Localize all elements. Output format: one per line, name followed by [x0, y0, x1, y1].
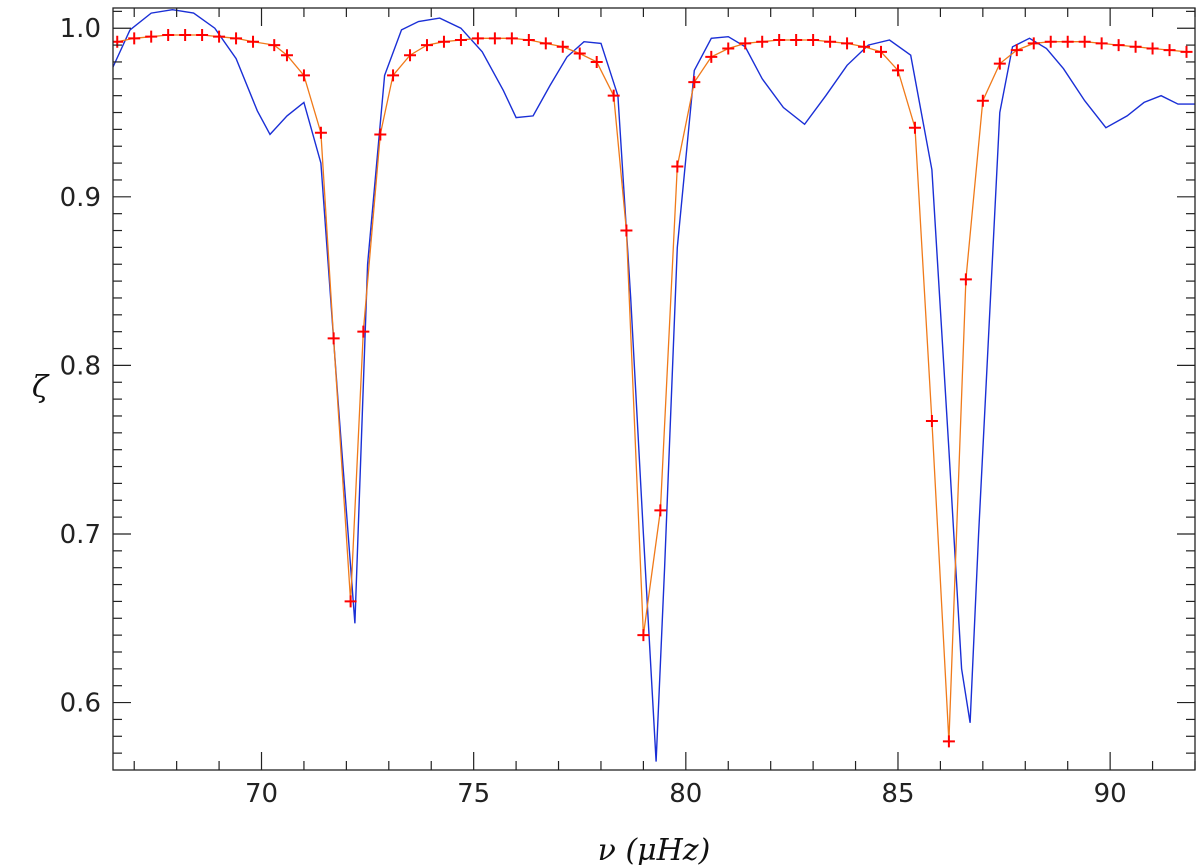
fit-point-marker	[1146, 42, 1159, 55]
labels-layer: 70 75 80 85 90 0.6 0.7 0.8 0.9 1.0	[60, 14, 1127, 809]
fit-point-marker	[213, 30, 226, 43]
fit-point-marker	[858, 40, 871, 53]
fit-point-marker	[280, 49, 293, 62]
fit-point-marker	[756, 35, 769, 48]
y-tick-label: 0.6	[60, 689, 101, 719]
plot-frame	[112, 7, 1196, 771]
fit-point-marker	[556, 40, 569, 53]
y-tick-label: 0.7	[60, 520, 101, 550]
fit-point-marker	[145, 30, 158, 43]
x-tick-label: 80	[669, 779, 702, 809]
y-tick-label: 1.0	[60, 14, 101, 44]
fit-point-marker	[875, 45, 888, 58]
fit-point-marker	[607, 89, 620, 102]
fit-point-marker	[454, 34, 467, 47]
fit-point-marker	[196, 28, 209, 41]
fit-point-marker	[942, 735, 955, 748]
y-tick-label: 0.9	[60, 183, 101, 213]
fit-point-marker	[1061, 35, 1074, 48]
x-axis-title: ν (μHz)	[598, 833, 711, 865]
fit-point-marker	[162, 28, 175, 41]
fit-point-marker	[705, 50, 718, 63]
fit-point-marker	[637, 629, 650, 642]
fit-point-marker	[230, 32, 243, 45]
fit-point-marker	[688, 76, 701, 89]
fit-point-marker	[824, 35, 837, 48]
fit-point-marker	[522, 34, 535, 47]
x-tick-label: 90	[1094, 779, 1127, 809]
fit-point-marker	[1078, 35, 1091, 48]
fit-point-marker	[1163, 44, 1176, 57]
fit-point-marker	[314, 126, 327, 139]
x-tick-label: 75	[457, 779, 490, 809]
fit-point-marker	[959, 273, 972, 286]
y-axis-title: ζ	[32, 370, 50, 405]
fit-point-marker	[841, 37, 854, 50]
fit-point-marker	[620, 224, 633, 237]
fit-point-marker	[488, 32, 501, 45]
fit-point-marker	[471, 32, 484, 45]
fit-point-marker	[1095, 37, 1108, 50]
fit-point-marker	[1112, 39, 1125, 52]
fit-point-marker	[247, 35, 260, 48]
x-tick-label: 85	[881, 779, 914, 809]
fit-point-marker	[790, 34, 803, 47]
fit-point-marker	[739, 37, 752, 50]
fit-point-marker	[993, 57, 1006, 70]
x-tick-label: 70	[245, 779, 278, 809]
fit-point-marker	[179, 28, 192, 41]
series-layer	[113, 8, 1195, 762]
fit-point-marker	[268, 39, 281, 52]
fit-point-marker	[1010, 44, 1023, 57]
fit-point-marker	[722, 42, 735, 55]
fit-point-marker	[297, 69, 310, 82]
fit-point-marker	[1129, 40, 1142, 53]
fit-point-marker	[404, 49, 417, 62]
fit-point-marker	[327, 332, 340, 345]
fit-point-marker	[387, 69, 400, 82]
model-curve-line	[113, 8, 1195, 762]
fit-point-marker	[539, 37, 552, 50]
fit-point-marker	[1027, 37, 1040, 50]
fit-point-marker	[891, 64, 904, 77]
fit-point-marker	[925, 415, 938, 428]
fit-point-marker	[420, 39, 433, 52]
fit-point-marker	[128, 32, 141, 45]
fit-point-marker	[908, 121, 921, 134]
fit-point-marker	[976, 94, 989, 107]
fit-point-marker	[773, 34, 786, 47]
fit-point-marker	[357, 325, 370, 338]
fit-point-marker	[671, 160, 684, 173]
fit-point-marker	[807, 34, 820, 47]
fit-point-marker	[573, 47, 586, 60]
fit-point-marker	[374, 128, 387, 141]
y-tick-label: 0.8	[60, 351, 101, 381]
fit-point-marker	[590, 55, 603, 68]
fit-point-marker	[437, 35, 450, 48]
fit-point-marker	[1044, 35, 1057, 48]
fit-point-marker	[344, 595, 357, 608]
fit-point-marker	[505, 32, 518, 45]
ticks-layer	[113, 8, 1196, 770]
fit-curve-line	[117, 34, 1187, 742]
fit-point-marker	[654, 504, 667, 517]
fit-point-marker	[1180, 45, 1193, 58]
